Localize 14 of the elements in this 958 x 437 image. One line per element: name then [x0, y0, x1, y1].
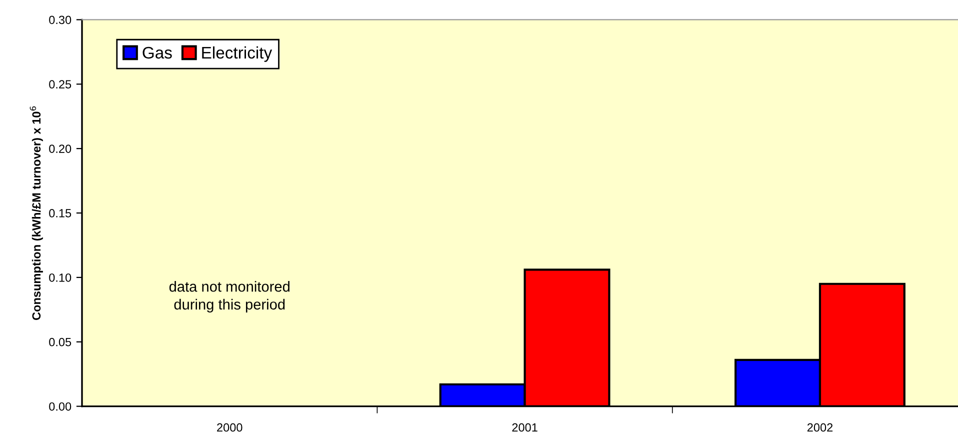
y-tick-label: 0.10 [49, 273, 72, 282]
y-tick-label: 0.30 [49, 16, 72, 24]
y-tick-label: 0.15 [49, 209, 72, 218]
x-tick-label: 2001 [512, 423, 538, 432]
annotation: data not monitored during this period [169, 281, 290, 312]
y-tick-label: 0.00 [49, 402, 72, 411]
y-tick-label: 0.05 [49, 338, 72, 346]
legend-label: Electricity [202, 46, 272, 62]
y-tick-label: 0.20 [49, 144, 72, 153]
x-tick-label: 2002 [807, 423, 833, 432]
y-tick-label: 0.25 [49, 80, 72, 89]
y-axis-title: Consumption (kWh/£M turnover) x 10$^{6}$ [30, 106, 43, 320]
x-tick-label: 2000 [217, 423, 242, 432]
legend-label: Gas [142, 46, 172, 59]
